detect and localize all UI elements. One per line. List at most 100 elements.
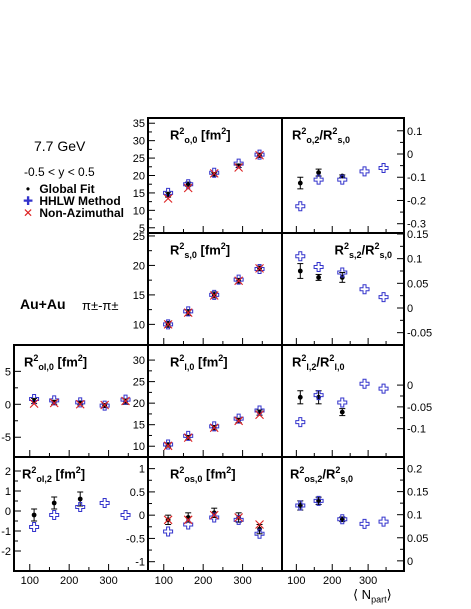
- y-tick-label: 25: [133, 231, 145, 243]
- hhlw-point: [254, 405, 265, 416]
- non-azimuthal-point: [163, 515, 173, 525]
- y-tick-label: -0.3: [407, 219, 426, 231]
- non-azimuthal-point: [255, 150, 264, 160]
- y-tick-label: 0: [139, 510, 145, 522]
- global-fit-point: [51, 500, 57, 506]
- y-tick-label: 2: [5, 466, 11, 478]
- y-tick-label: -0.1: [407, 424, 426, 436]
- x-tick-label: 300: [99, 575, 117, 587]
- y-tick-label: 15: [133, 188, 145, 200]
- panel-title: R2o,0 [fm2]: [170, 126, 231, 145]
- panel-rl2: -0.1 -0.05 0 R2l,2/R2l,0: [281, 344, 432, 458]
- non-azimuthal-point: [209, 169, 219, 178]
- non-azimuthal-point: [234, 416, 244, 426]
- non-azimuthal-point: [183, 433, 193, 443]
- hhlw-point: [378, 516, 389, 527]
- panel-title-text: R2s,0 [fm2]: [170, 241, 231, 260]
- panel-title-text: R2os,0 [fm2]: [170, 465, 236, 484]
- y-tick-label: 10: [133, 319, 145, 331]
- hhlw-point: [183, 179, 194, 190]
- hhlw-point: [337, 174, 348, 185]
- hhlw-point: [99, 498, 110, 508]
- y-tick-label: 0: [407, 149, 413, 161]
- non-azimuthal-point: [255, 263, 264, 273]
- panel-ros2: 0 0.05 0.1 0.15 0.2 100 200 300 R2os,2/R2s,0: [281, 456, 428, 587]
- y-tick-label: 10: [133, 205, 145, 217]
- panel-title-text: R2s,2/R2s,0: [334, 241, 392, 260]
- panel-title-text: R2o,2/R2s,0: [292, 126, 350, 145]
- panel-title: R2l,2/R2l,0: [292, 353, 344, 372]
- pair-label: π±-π±: [82, 298, 119, 313]
- hhlw-point: [337, 267, 348, 278]
- legend-global-fit: • Global Fit: [20, 182, 95, 196]
- hhlw-point: [49, 510, 60, 520]
- panel-rol2: -2 -1 0 1 2 100 200 300 R2ol,2 [fm2]: [1, 456, 149, 587]
- panel-ro0: 5 10 15 20 25 30 35 R2o,0 [fm2]: [133, 117, 283, 235]
- x-axis-label-right: ⟩: [386, 587, 392, 602]
- panel-title: R2os,0 [fm2]: [170, 465, 236, 484]
- y-tick-label: 15: [133, 290, 145, 302]
- y-tick-label: 20: [133, 260, 145, 272]
- x-tick-label: 300: [359, 575, 377, 587]
- x-tick-label: 200: [194, 575, 212, 587]
- legend-non-azimuthal: ✕ Non-Azimuthal: [20, 206, 124, 220]
- panel-title: R2l,0 [fm2]: [170, 353, 228, 372]
- non-azimuthal-point: [49, 398, 59, 408]
- panel-title-text: R2os,2/R2s,0: [290, 465, 353, 484]
- hhlw-point: [163, 526, 174, 537]
- hhlw-point: [120, 510, 131, 520]
- non-azimuthal-point: [209, 510, 219, 520]
- hhlw-point: [359, 518, 370, 529]
- non-azimuthal-point: [75, 399, 85, 409]
- legend-hhlw: ✚ HHLW Method: [20, 194, 121, 208]
- hhlw-point: [359, 284, 370, 295]
- panel-title: R2os,2/R2s,0: [290, 465, 353, 484]
- non-azimuthal-point: [234, 163, 244, 172]
- global-fit-point: [316, 275, 321, 280]
- x-tick-label: 100: [287, 575, 305, 587]
- hhlw-point: [163, 439, 174, 450]
- rapidity-label: -0.5 < y < 0.5: [24, 165, 95, 179]
- non-azimuthal-point: [183, 308, 193, 317]
- y-tick-label: 20: [133, 398, 145, 410]
- hhlw-point: [29, 394, 40, 405]
- hhlw-point: [313, 390, 324, 401]
- y-tick-label: 0: [407, 556, 413, 568]
- y-tick-label: 0.1: [407, 510, 422, 522]
- panel-frame: [281, 456, 405, 572]
- global-fit-point: [297, 394, 303, 400]
- y-tick-label: 1: [5, 486, 11, 498]
- hhlw-point: [378, 292, 389, 303]
- y-tick-label: 0.1: [407, 126, 422, 138]
- y-tick-label: -0.05: [407, 402, 432, 414]
- hhlw-point: [337, 514, 348, 525]
- y-tick-label: -2: [1, 546, 11, 558]
- panel-rs2: -0.05 0 0.05 0.1 0.15 R2s,2/R2s,0: [281, 229, 432, 346]
- y-tick-label: 0: [407, 303, 413, 315]
- y-tick-label: -1: [1, 526, 11, 538]
- panel-title: R2o,2/R2s,0: [292, 126, 350, 145]
- hhlw-point: [233, 413, 244, 424]
- panel-title-text: R2l,0 [fm2]: [170, 353, 228, 372]
- x-axis-label-left: ⟨ N: [353, 587, 372, 602]
- hhlw-point: [183, 519, 194, 530]
- hhlw-point: [295, 251, 306, 262]
- non-azimuthal-point: [209, 423, 219, 433]
- y-tick-label: 0: [5, 506, 11, 518]
- y-tick-label: 20: [133, 171, 145, 183]
- hhlw-point: [313, 495, 324, 506]
- hhlw-point: [313, 262, 324, 273]
- panel-ros0: -1 -0.5 0 0.5 1 100 200 300 R2os,0 [fm2]: [126, 456, 283, 587]
- y-tick-label: 35: [133, 118, 145, 130]
- y-tick-label: 10: [133, 441, 145, 453]
- global-fit-point: [77, 496, 83, 502]
- non-azimuthal-point: [121, 396, 130, 406]
- x-tick-label: 100: [155, 575, 173, 587]
- y-tick-label: 0.1: [407, 254, 422, 266]
- y-tick-label: 0.15: [407, 229, 428, 241]
- global-fit-point: [297, 180, 303, 186]
- legend-cross-marker: ✚: [22, 194, 34, 208]
- y-tick-label: 1: [139, 464, 145, 476]
- hhlw-point: [75, 397, 86, 408]
